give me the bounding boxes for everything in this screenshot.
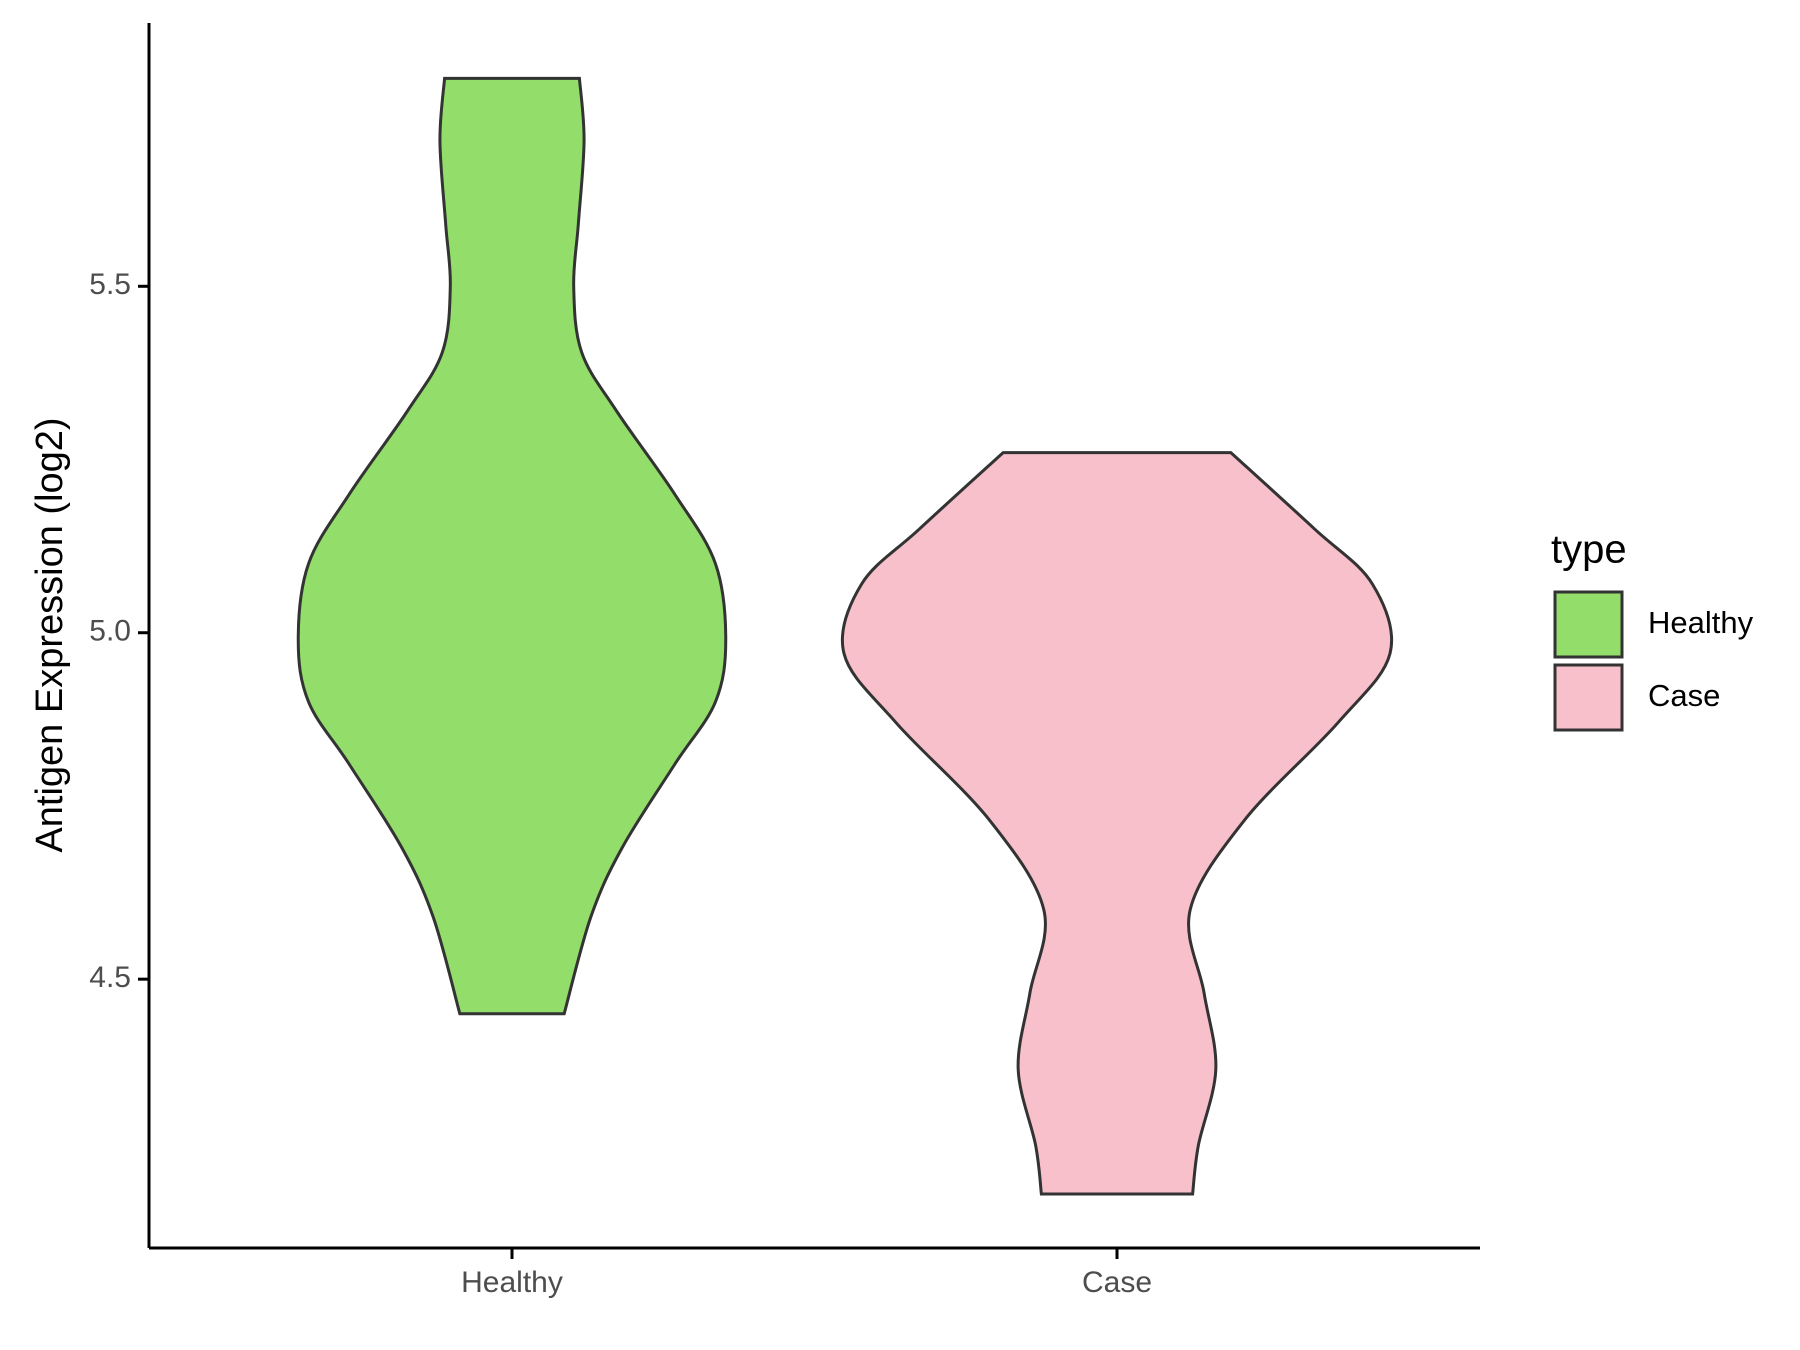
legend-key [1553, 663, 1624, 732]
legend-label: Healthy [1648, 605, 1754, 640]
violin [840, 451, 1394, 1196]
y-axis-title: Antigen Expression (log2) [29, 417, 71, 852]
legend-label: Case [1648, 678, 1720, 713]
violin [296, 76, 728, 1016]
y-tick-label: 5.0 [89, 615, 131, 648]
x-tick-label: Case [1082, 1266, 1152, 1299]
legend-key [1553, 590, 1624, 659]
y-tick-label: 4.5 [89, 961, 131, 994]
x-tick-label: Healthy [461, 1266, 563, 1299]
legend-title: type [1551, 528, 1627, 572]
y-tick-label: 5.5 [89, 268, 131, 301]
